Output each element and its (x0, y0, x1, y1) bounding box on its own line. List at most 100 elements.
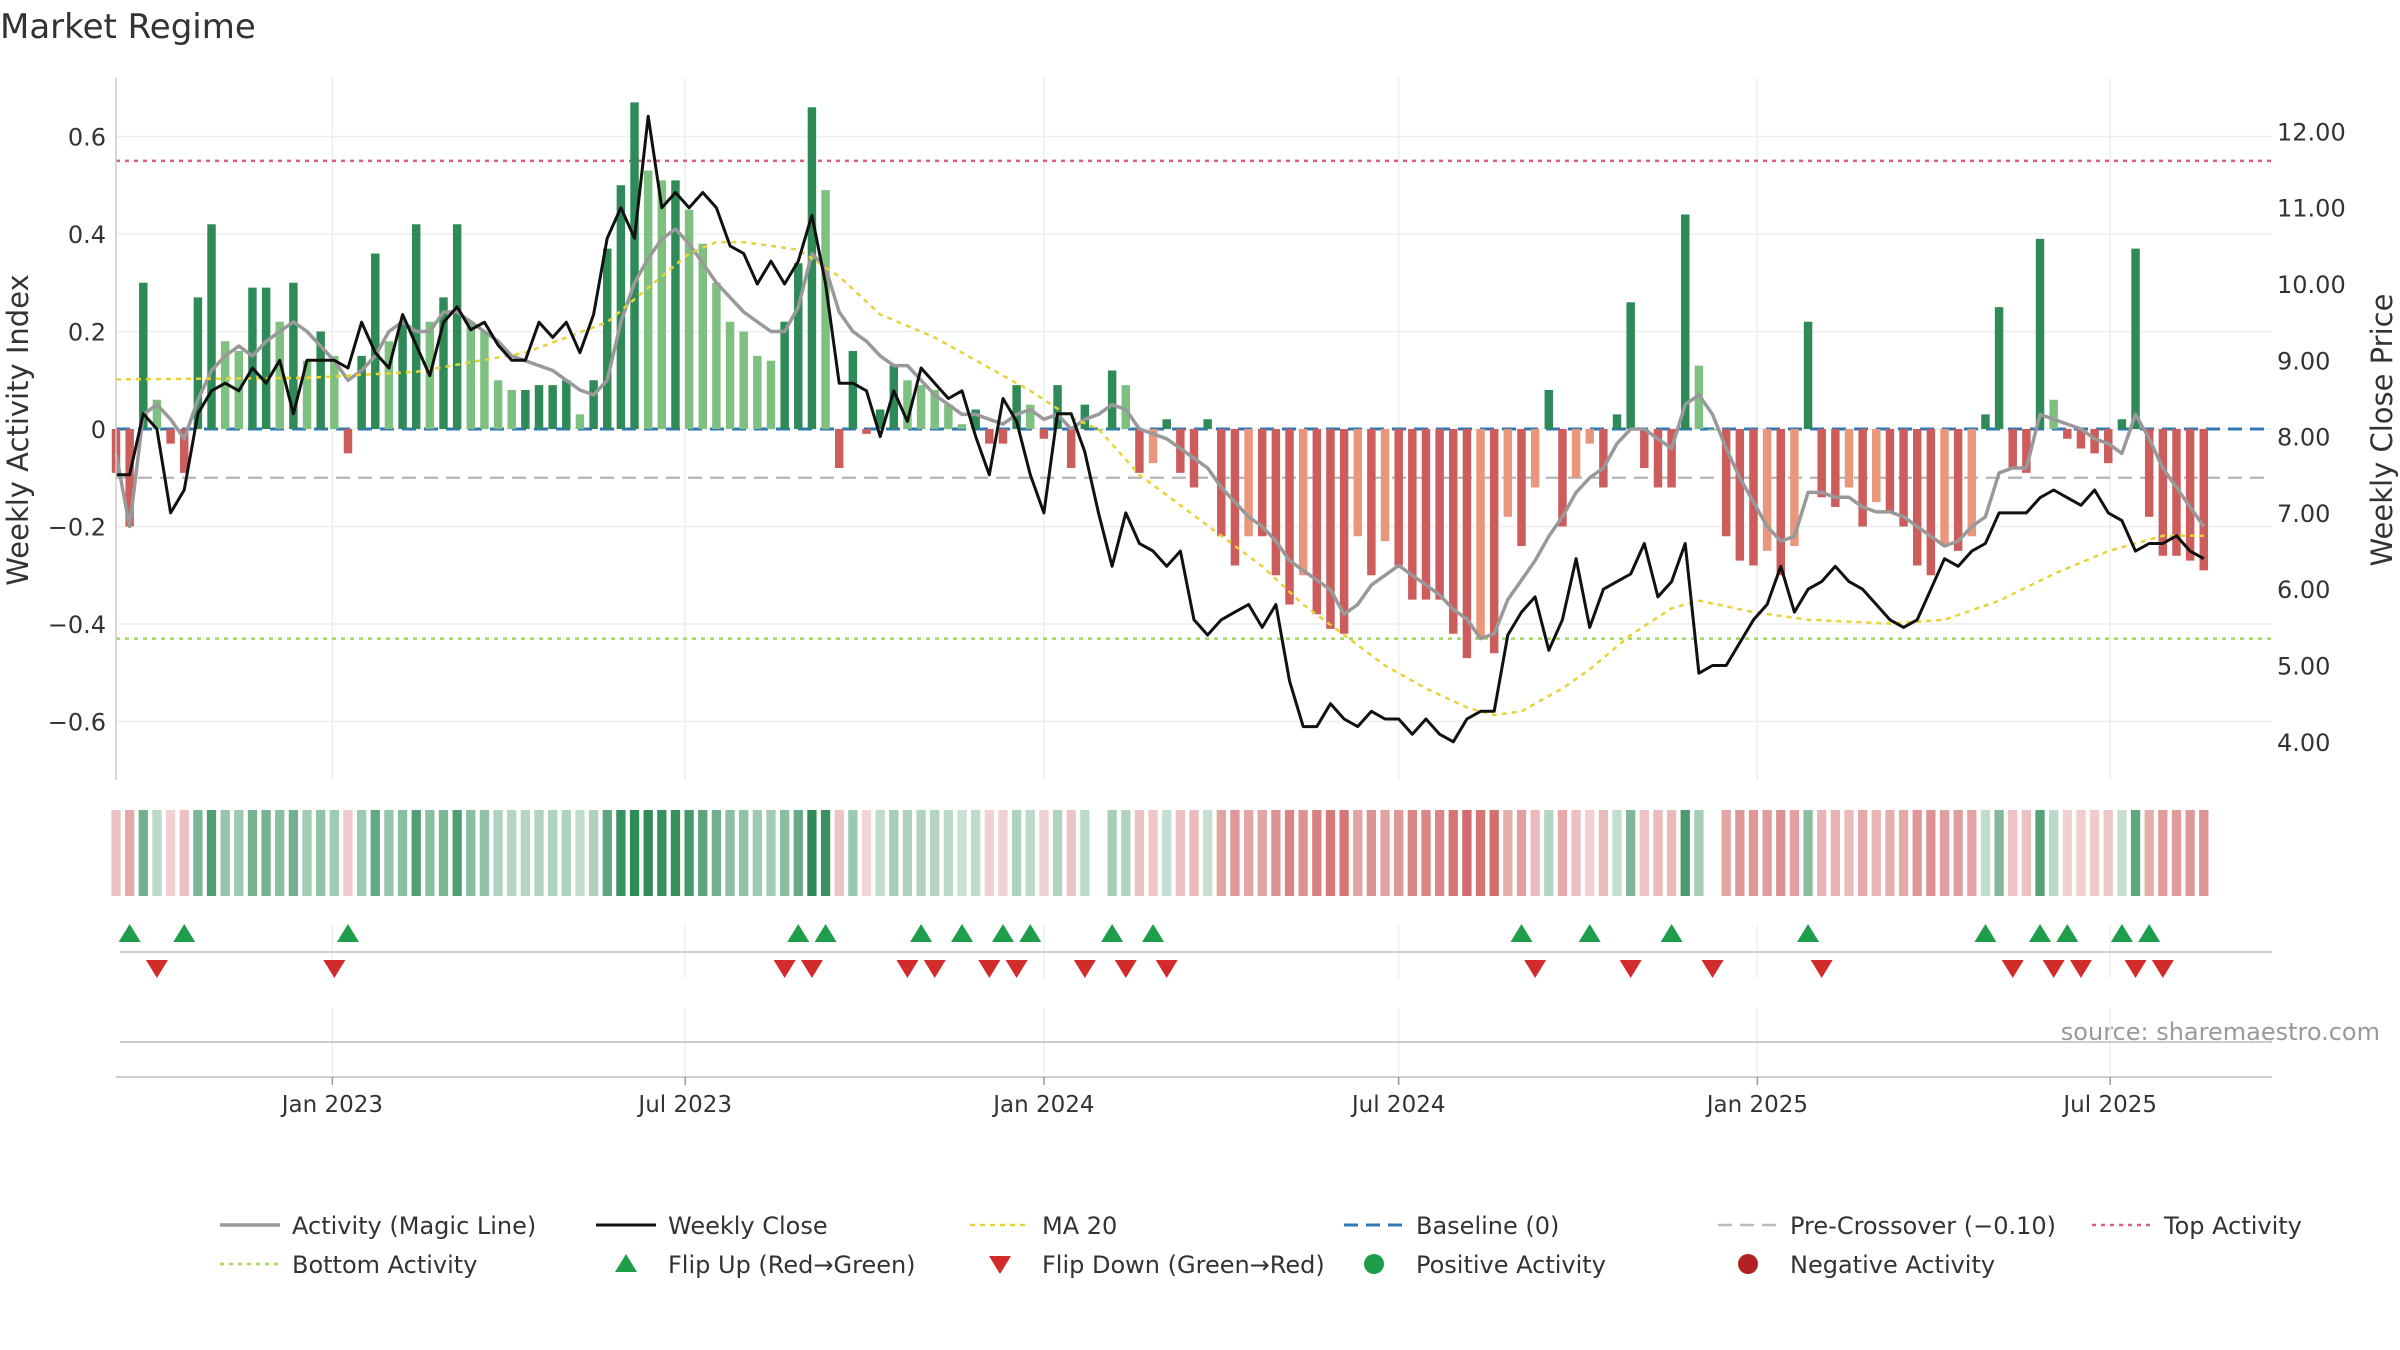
activity-bar (657, 180, 667, 429)
regime-cell (1803, 810, 1813, 896)
regime-cell (1489, 810, 1499, 896)
regime-cell (2199, 810, 2209, 896)
flip-down-marker (2069, 960, 2092, 978)
regime-cell (916, 810, 926, 896)
regime-cell (1052, 810, 1063, 896)
regime-cell (1707, 810, 1718, 896)
legend-label: Baseline (0) (1416, 1212, 1559, 1240)
regime-cell (2062, 810, 2072, 896)
regime-cell (1762, 810, 1772, 896)
activity-bar (1107, 370, 1117, 429)
legend-label: Weekly Close (668, 1212, 828, 1240)
activity-bar (1421, 429, 1431, 600)
regime-cell (1011, 810, 1022, 896)
regime-cell (698, 810, 708, 896)
regime-cell (1735, 810, 1745, 896)
axes: −0.6 −0.4 −0.2 0 0.2 0.4 0.6 4.00 5.00 6.00 7.00 8.… (48, 78, 2346, 780)
activity-bar (1858, 429, 1867, 527)
regime-cell (711, 810, 722, 896)
regime-strip (111, 810, 2209, 896)
activity-bar (875, 409, 885, 429)
regime-cell (1530, 810, 1540, 896)
activity-bar (1148, 429, 1158, 464)
activity-bar (507, 390, 516, 429)
regime-cell (1448, 810, 1458, 896)
activity-bar (1476, 429, 1485, 639)
legend-label: Positive Activity (1416, 1251, 1606, 1279)
activity-bar (384, 341, 394, 429)
activity-bar (603, 248, 612, 429)
flip-down-marker (1155, 960, 1178, 978)
activity-bar (1326, 429, 1335, 629)
activity-bar (1162, 419, 1171, 429)
activity-bar (1749, 429, 1758, 566)
flip-markers (118, 924, 2272, 978)
regime-cell (479, 810, 490, 896)
legend-label: MA 20 (1042, 1212, 1117, 1240)
activity-bar (589, 380, 598, 429)
flip-up-marker (118, 924, 141, 942)
regime-cell (1967, 810, 1977, 896)
activity-bar (725, 321, 735, 429)
ma20-line (115, 240, 2204, 717)
regime-cell (275, 810, 285, 896)
flip-up-marker (2138, 924, 2161, 942)
regime-cell (957, 810, 967, 896)
regime-cell (902, 810, 913, 896)
activity-bar (1776, 429, 1785, 576)
regime-cell (861, 810, 872, 896)
activity-bar (712, 282, 721, 429)
activity-bar (1080, 404, 1090, 429)
regime-cell (165, 810, 176, 896)
regime-cell (2117, 810, 2127, 896)
regime-cell (1162, 810, 1172, 896)
regime-cell (1898, 810, 1909, 896)
regime-cell (2089, 810, 2100, 896)
regime-cell (2076, 810, 2086, 896)
legend-label: Negative Activity (1790, 1251, 1995, 1279)
regime-cell (179, 810, 189, 896)
activity-bar (2199, 429, 2209, 571)
regime-cell (2185, 810, 2195, 896)
activity-bar (2131, 248, 2140, 429)
regime-cell (848, 810, 858, 896)
regime-cell (1271, 810, 1281, 896)
regime-cell (438, 810, 449, 896)
activity-bar (289, 282, 298, 429)
activity-bar (2172, 429, 2181, 556)
activity-bar (562, 380, 571, 429)
flip-down-marker (1005, 960, 1028, 978)
regime-cell (1216, 810, 1226, 896)
activity-bar (1135, 429, 1144, 473)
flip-down-marker (2151, 960, 2174, 978)
regime-cell (193, 810, 203, 896)
regime-cell (507, 810, 517, 896)
activity-bar (398, 321, 407, 429)
regime-cell (752, 810, 762, 896)
flip-down-marker (2042, 960, 2065, 978)
activity-bar (261, 287, 271, 429)
activity-bar (1066, 429, 1076, 468)
regime-cell (302, 810, 312, 896)
activity-bar (357, 355, 366, 429)
regime-cell (602, 810, 612, 896)
y2-tick-label: 6.00 (2277, 576, 2330, 604)
regime-cell (1243, 810, 1254, 896)
activity-bar (766, 360, 776, 429)
activity-bar (1121, 385, 1131, 429)
flip-up-marker (1974, 924, 1997, 942)
activity-bar (1872, 429, 1881, 503)
activity-bar (1981, 414, 1990, 429)
regime-cell (125, 810, 135, 896)
activity-bar (916, 385, 926, 429)
regime-cell (1093, 810, 1104, 896)
regime-cell (889, 810, 899, 896)
x-tick-label: Jul 2023 (636, 1092, 732, 1118)
activity-bar (1285, 429, 1294, 605)
regime-cell (247, 810, 258, 896)
activity-bar (2090, 429, 2099, 454)
regime-cell (1639, 810, 1649, 896)
activity-bar (794, 263, 803, 429)
flip-up-marker (2029, 924, 2052, 942)
regime-cell (343, 810, 353, 896)
